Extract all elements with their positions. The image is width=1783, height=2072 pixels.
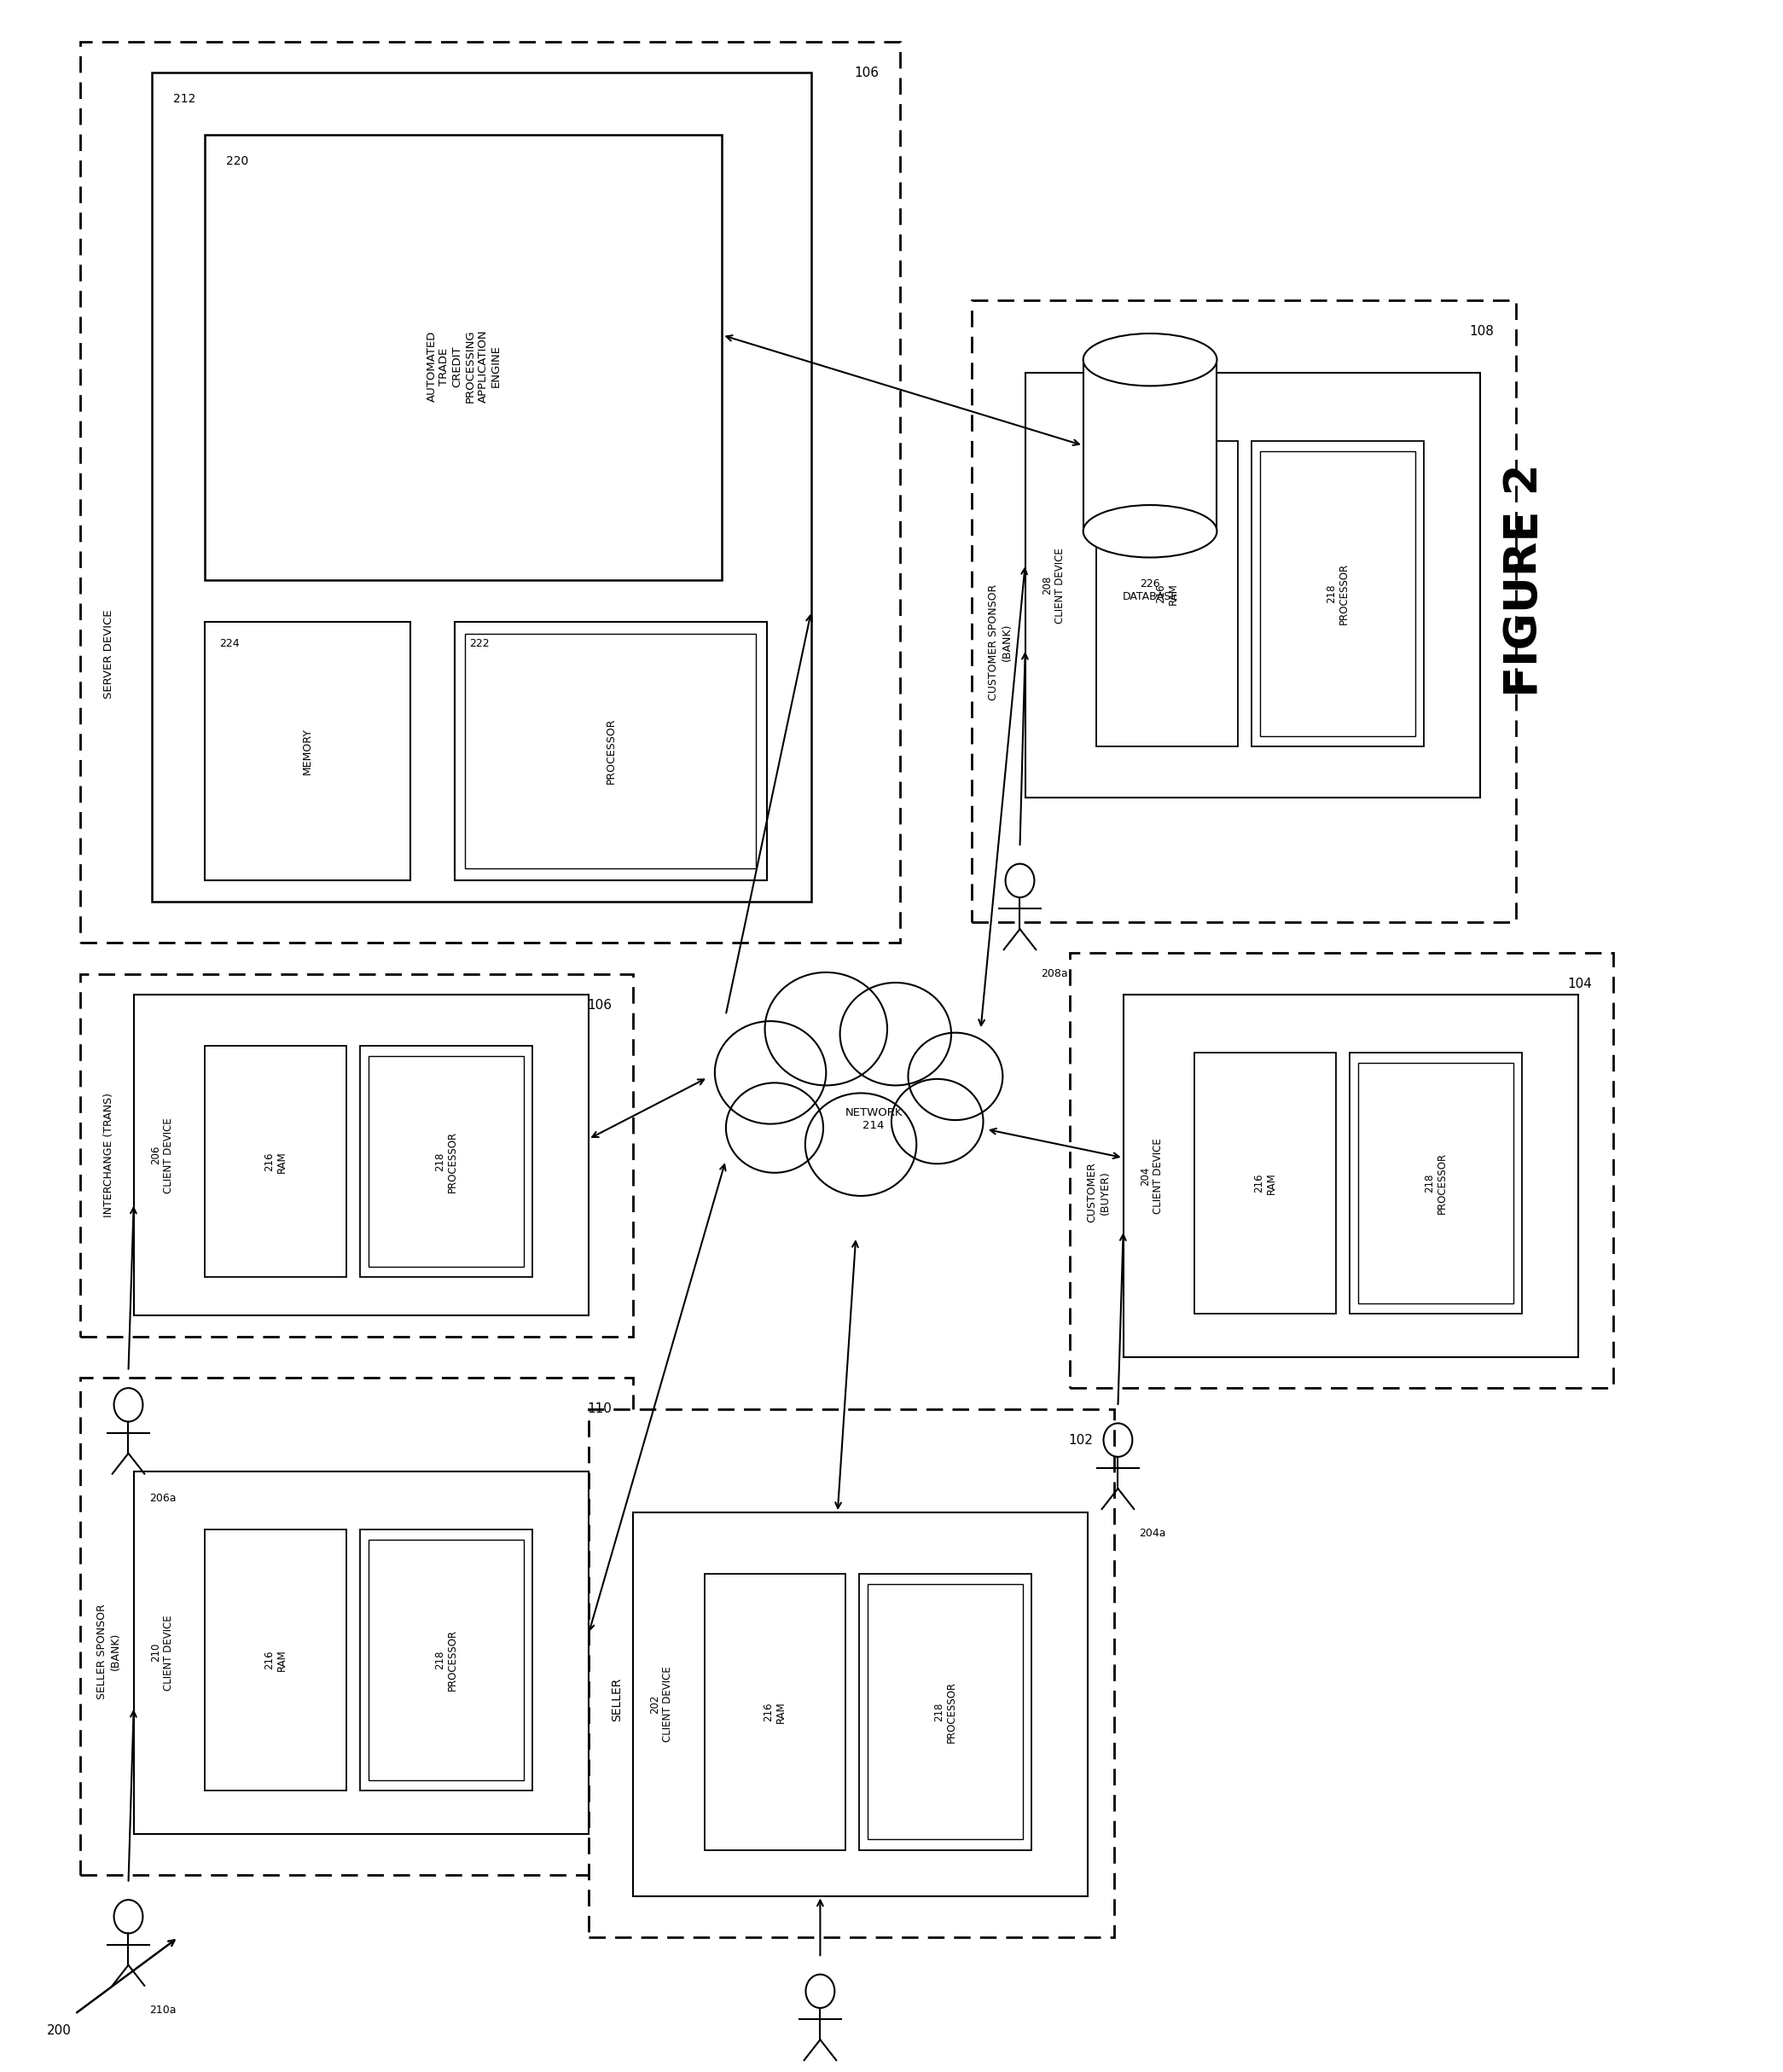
Text: 200: 200: [46, 2024, 71, 2037]
Text: SELLER: SELLER: [612, 1678, 622, 1722]
Bar: [369, 1539, 524, 1780]
Text: 216
RAM: 216 RAM: [1253, 1173, 1277, 1193]
Text: 210a: 210a: [150, 2004, 177, 2016]
Text: 218
PROCESSOR: 218 PROCESSOR: [1423, 1152, 1448, 1214]
Bar: [80, 974, 633, 1336]
Bar: [1359, 1063, 1514, 1303]
Text: 226
DATABASE: 226 DATABASE: [1122, 578, 1179, 603]
Bar: [134, 995, 588, 1316]
Bar: [205, 1529, 346, 1790]
Bar: [1195, 1053, 1335, 1314]
Bar: [205, 622, 410, 881]
Bar: [205, 135, 722, 580]
Text: 218
PROCESSOR: 218 PROCESSOR: [1325, 564, 1350, 624]
Bar: [360, 1046, 533, 1276]
Ellipse shape: [892, 1080, 982, 1164]
Text: SELLER SPONSOR
(BANK): SELLER SPONSOR (BANK): [96, 1604, 121, 1699]
Ellipse shape: [765, 972, 888, 1086]
Bar: [152, 73, 811, 901]
Bar: [205, 1046, 346, 1276]
Text: 218
PROCESSOR: 218 PROCESSOR: [433, 1629, 458, 1691]
Text: 110: 110: [587, 1403, 612, 1415]
Text: 104: 104: [1567, 978, 1592, 990]
Text: 108: 108: [1469, 325, 1494, 338]
Bar: [1252, 441, 1425, 746]
Text: INTERCHANGE (TRANS): INTERCHANGE (TRANS): [103, 1092, 114, 1218]
Bar: [633, 1513, 1088, 1896]
Bar: [972, 300, 1516, 922]
Text: NETWORK
214: NETWORK 214: [845, 1106, 902, 1131]
Bar: [465, 634, 756, 868]
Bar: [588, 1409, 1114, 1937]
Text: 204a: 204a: [1139, 1527, 1166, 1539]
Bar: [80, 41, 900, 943]
Text: 224: 224: [219, 638, 239, 649]
Text: 208
CLIENT DEVICE: 208 CLIENT DEVICE: [1041, 547, 1066, 624]
Text: 218
PROCESSOR: 218 PROCESSOR: [933, 1680, 957, 1743]
Bar: [1025, 373, 1480, 798]
Text: PROCESSOR: PROCESSOR: [604, 719, 617, 783]
Bar: [859, 1575, 1032, 1850]
Text: 222: 222: [469, 638, 489, 649]
Text: MEMORY: MEMORY: [301, 727, 314, 775]
Text: 106: 106: [587, 999, 612, 1011]
Text: 216
RAM: 216 RAM: [264, 1649, 287, 1670]
Bar: [134, 1471, 588, 1834]
Ellipse shape: [726, 1084, 824, 1173]
Text: 206
CLIENT DEVICE: 206 CLIENT DEVICE: [150, 1117, 175, 1193]
Bar: [80, 1378, 633, 1875]
Bar: [868, 1585, 1023, 1840]
Bar: [369, 1057, 524, 1266]
Text: 216
RAM: 216 RAM: [1155, 582, 1179, 605]
Text: 204
CLIENT DEVICE: 204 CLIENT DEVICE: [1139, 1138, 1164, 1214]
Text: 102: 102: [1068, 1434, 1093, 1446]
Text: 212: 212: [173, 93, 196, 106]
Bar: [704, 1575, 845, 1850]
Bar: [360, 1529, 533, 1790]
Text: 216
RAM: 216 RAM: [264, 1150, 287, 1173]
Bar: [1070, 953, 1614, 1388]
Text: 210
CLIENT DEVICE: 210 CLIENT DEVICE: [150, 1614, 175, 1691]
Text: 216
RAM: 216 RAM: [763, 1701, 786, 1724]
Text: FIGURE 2: FIGURE 2: [1503, 464, 1546, 696]
Text: 202
CLIENT DEVICE: 202 CLIENT DEVICE: [649, 1666, 674, 1743]
Ellipse shape: [840, 982, 952, 1086]
Bar: [1261, 452, 1416, 736]
Bar: [1350, 1053, 1523, 1314]
Text: 220: 220: [226, 155, 250, 168]
Text: CUSTOMER SPONSOR
(BANK): CUSTOMER SPONSOR (BANK): [988, 584, 1013, 700]
Text: 208a: 208a: [1041, 968, 1068, 980]
Bar: [455, 622, 767, 881]
Ellipse shape: [1084, 334, 1216, 385]
Ellipse shape: [715, 1021, 826, 1123]
Bar: [1097, 441, 1237, 746]
Text: AUTOMATED
TRADE
CREDIT
PROCESSING
APPLICATION
ENGINE: AUTOMATED TRADE CREDIT PROCESSING APPLIC…: [426, 329, 501, 402]
Bar: [1123, 995, 1578, 1357]
Bar: [1084, 361, 1218, 530]
Ellipse shape: [806, 1094, 916, 1196]
Text: SERVER DEVICE: SERVER DEVICE: [103, 609, 114, 698]
Text: 106: 106: [854, 66, 879, 79]
Ellipse shape: [1084, 506, 1216, 557]
Ellipse shape: [908, 1032, 1002, 1121]
Text: 218
PROCESSOR: 218 PROCESSOR: [433, 1131, 458, 1191]
Text: CUSTOMER
(BUYER): CUSTOMER (BUYER): [1086, 1162, 1111, 1222]
Text: 206a: 206a: [150, 1492, 177, 1504]
